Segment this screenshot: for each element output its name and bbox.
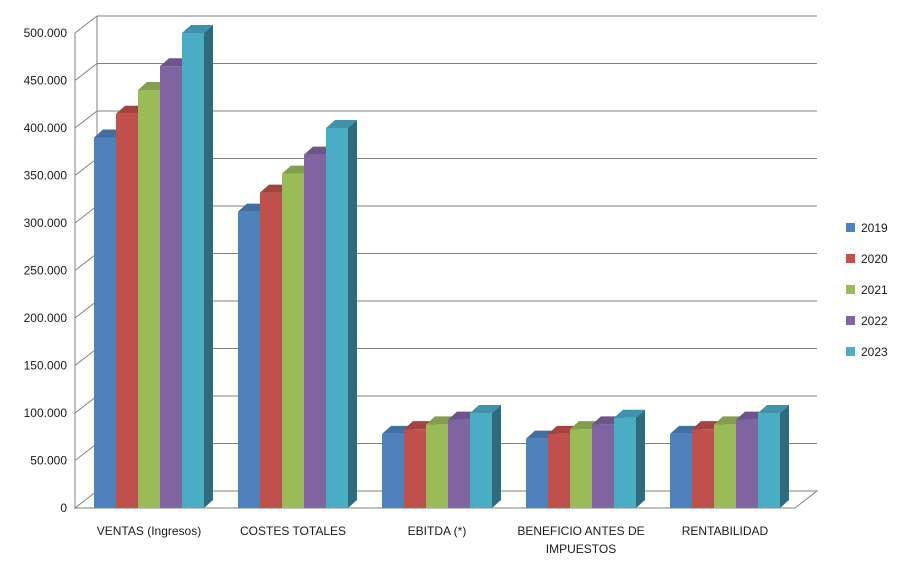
gridline-depth [74, 300, 98, 319]
legend-item: 2020 [846, 243, 888, 274]
gridline-depth [74, 253, 98, 271]
bar [470, 405, 501, 508]
bar-front [714, 424, 736, 508]
legend: 2019 2020 2021 2022 2023 [846, 212, 888, 367]
bar [182, 25, 213, 508]
legend-swatch [846, 316, 855, 325]
x-axis-labels: VENTAS (Ingresos) COSTES TOTALES EBITDA (*… [97, 524, 769, 556]
bar-front [382, 433, 404, 508]
y-tick-label: 200.000 [24, 311, 68, 325]
bar-top [614, 409, 645, 418]
gridline-depth [74, 395, 98, 414]
legend-item: 2021 [846, 274, 888, 305]
legend-label: 2019 [861, 220, 888, 235]
bar-side [492, 405, 501, 508]
bar-front [526, 438, 548, 508]
legend-label: 2022 [861, 313, 888, 328]
gridline-depth [74, 63, 98, 81]
legend-item: 2023 [846, 336, 888, 367]
bar-front [470, 413, 492, 508]
bar-front [116, 113, 138, 508]
y-tick-label: 300.000 [24, 216, 68, 230]
legend-swatch [846, 254, 855, 263]
bars [94, 25, 789, 508]
bar-front [736, 419, 758, 508]
bar-front [758, 413, 780, 508]
bar-front [592, 424, 614, 508]
y-tick-label: 250.000 [24, 264, 68, 278]
bar-front [326, 128, 348, 508]
y-tick-label: 500.000 [24, 26, 68, 40]
y-tick-label: 50.000 [30, 454, 67, 468]
bar-front [426, 424, 448, 508]
bar-front [692, 429, 714, 508]
gridline-depth [74, 443, 98, 461]
bar-front [182, 33, 204, 508]
bar-front [670, 433, 692, 508]
y-tick-label: 100.000 [24, 406, 68, 420]
bar-side [636, 409, 645, 508]
bar [326, 120, 357, 508]
legend-item: 2019 [846, 212, 888, 243]
legend-item: 2022 [846, 305, 888, 336]
bar-front [138, 90, 160, 508]
gridline-depth [74, 348, 98, 366]
y-tick-label: 450.000 [24, 74, 68, 88]
legend-swatch [846, 347, 855, 356]
legend-label: 2020 [861, 251, 888, 266]
x-tick-label: VENTAS (Ingresos) [97, 524, 201, 538]
bar-front [238, 211, 260, 508]
y-tick-label: 400.000 [24, 121, 68, 135]
bar-side [204, 25, 213, 508]
y-tick-label: 0 [60, 501, 67, 515]
bar-front [614, 417, 636, 508]
y-tick-label: 150.000 [24, 359, 68, 373]
bar-side [348, 120, 357, 508]
x-tick-label: IMPUESTOS [546, 542, 616, 556]
bar-front [260, 192, 282, 508]
bar-front [448, 419, 470, 508]
legend-label: 2021 [861, 282, 888, 297]
legend-label: 2023 [861, 344, 888, 359]
bar-front [282, 173, 304, 508]
bar-front [160, 66, 182, 508]
gridline-depth [74, 158, 98, 176]
x-tick-label: COSTES TOTALES [240, 524, 346, 538]
y-axis-ticks: 0 50.000 100.000 150.000 200.000 250.000 300.0… [24, 26, 68, 515]
bar-front [404, 429, 426, 508]
bar-top [326, 120, 357, 128]
x-tick-label: BENEFICIO ANTES DE [517, 524, 644, 538]
bar [758, 405, 789, 508]
legend-swatch [846, 223, 855, 232]
y-tick-label: 350.000 [24, 169, 68, 183]
bar-front [304, 154, 326, 508]
legend-swatch [846, 285, 855, 294]
bar-front [570, 429, 592, 508]
x-tick-label: EBITDA (*) [408, 524, 467, 538]
bar [614, 409, 645, 508]
bar-top [182, 25, 213, 33]
bar-front [94, 137, 116, 508]
gridline-depth [74, 205, 98, 224]
gridline-depth [74, 110, 98, 129]
x-tick-label: RENTABILIDAD [682, 524, 769, 538]
bar-top [470, 405, 501, 413]
bar-top [758, 405, 789, 413]
bar-front [548, 433, 570, 508]
bar-side [780, 405, 789, 508]
gridline-depth [74, 15, 98, 34]
